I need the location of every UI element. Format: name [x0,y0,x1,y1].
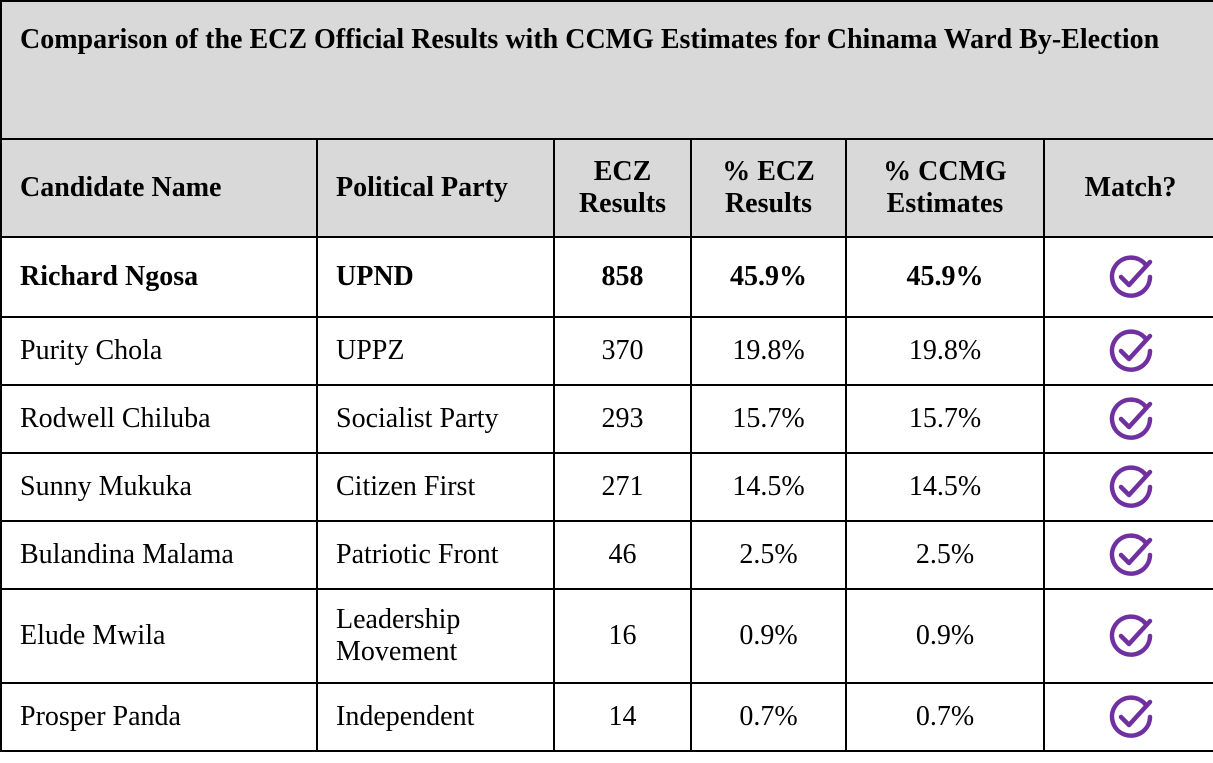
table-cell: 271 [553,452,692,522]
table-cell: 0.9% [690,588,847,684]
table-row: Purity Chola UPPZ 370 19.8% 19.8% [0,316,1213,386]
table-cell: 19.8% [845,316,1045,386]
table-cell: 0.7% [690,682,847,752]
table-row: Prosper Panda Independent 14 0.7% 0.7% [0,682,1213,752]
table-cell: 45.9% [845,236,1045,318]
table-cell: Independent [316,682,555,752]
match-icon [1109,397,1152,440]
table-body: Richard Ngosa UPND 858 45.9% 45.9% Purity Cho… [0,236,1213,752]
table-cell: Sunny Mukuka [0,452,318,522]
table-cell: 19.8% [690,316,847,386]
match-icon [1109,533,1152,576]
table-title: Comparison of the ECZ Official Results w… [0,0,1213,140]
table-cell: Rodwell Chiluba [0,384,318,454]
table-cell: 14 [553,682,692,752]
table-cell: 293 [553,384,692,454]
match-icon [1109,329,1152,372]
table-cell: Richard Ngosa [0,236,318,318]
title-row: Comparison of the ECZ Official Results w… [0,0,1213,140]
match-cell [1042,236,1213,318]
table-cell: 15.7% [690,384,847,454]
match-cell [1042,682,1213,752]
table-cell: 45.9% [690,236,847,318]
table-cell: 14.5% [845,452,1045,522]
table-cell: Prosper Panda [0,682,318,752]
match-cell [1042,384,1213,454]
table-row: Richard Ngosa UPND 858 45.9% 45.9% [0,236,1213,318]
match-cell [1042,520,1213,590]
table-cell: 16 [553,588,692,684]
column-header: % ECZ Results [690,138,847,238]
header-row: Candidate Name Political Party ECZ Results… [0,138,1213,238]
table-cell: 14.5% [690,452,847,522]
table-cell: Socialist Party [316,384,555,454]
table-cell: Citizen First [316,452,555,522]
table-row: Bulandina Malama Patriotic Front 46 2.5% 2.5… [0,520,1213,590]
table-cell: 370 [553,316,692,386]
column-header: Political Party [316,138,555,238]
match-icon [1109,614,1152,657]
column-header: Candidate Name [0,138,318,238]
match-cell [1042,316,1213,386]
match-icon [1109,465,1152,508]
match-icon [1109,255,1152,298]
table-cell: UPND [316,236,555,318]
table-row: Rodwell Chiluba Socialist Party 293 15.7% 15… [0,384,1213,454]
table-cell: 2.5% [690,520,847,590]
match-icon [1109,695,1152,738]
table-cell: 2.5% [845,520,1045,590]
table-cell: Elude Mwila [0,588,318,684]
table-row: Sunny Mukuka Citizen First 271 14.5% 14.5% [0,452,1213,522]
table-cell: Patriotic Front [316,520,555,590]
column-header: % CCMG Estimates [845,138,1045,238]
table-cell: 858 [553,236,692,318]
match-cell [1042,588,1213,684]
table-cell: Leadership Movement [316,588,555,684]
table-cell: Bulandina Malama [0,520,318,590]
column-header: Match? [1042,138,1213,238]
table-cell: 46 [553,520,692,590]
table-cell: Purity Chola [0,316,318,386]
table-cell: 15.7% [845,384,1045,454]
match-cell [1042,452,1213,522]
table-cell: UPPZ [316,316,555,386]
table-cell: 0.9% [845,588,1045,684]
table-row: Elude Mwila Leadership Movement 16 0.9% 0.9% [0,588,1213,684]
column-header: ECZ Results [553,138,692,238]
table-cell: 0.7% [845,682,1045,752]
